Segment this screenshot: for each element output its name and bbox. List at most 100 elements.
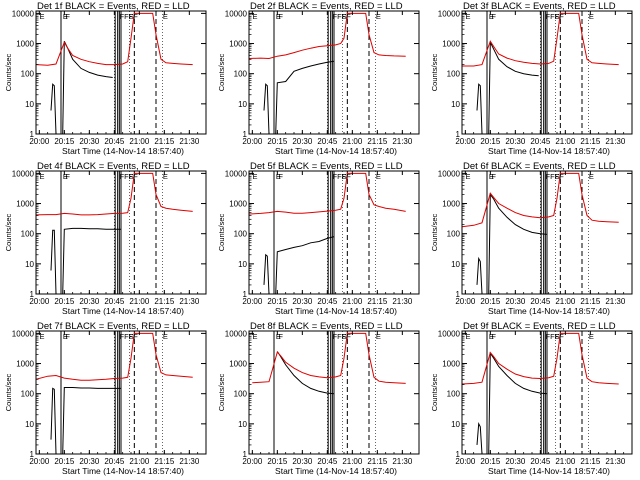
panel-title: Det 7f BLACK = Events, RED = LLD	[37, 321, 190, 332]
y-tick-label: 1000	[442, 200, 460, 209]
y-tick-label: 10000	[225, 169, 248, 178]
x-tick-label: 21:00	[342, 297, 363, 306]
flag-label: E	[376, 332, 381, 341]
x-tick-label: 20:45	[104, 457, 125, 466]
x-tick-label: 20:45	[104, 137, 125, 146]
axes-frame	[248, 170, 420, 295]
x-tick-label: 21:15	[154, 457, 175, 466]
flag-label: E	[466, 12, 471, 21]
y-tick-label: 1	[30, 290, 35, 299]
flag-label: E	[253, 332, 258, 341]
flag-label: E	[163, 172, 168, 181]
flag-label: E	[489, 12, 494, 21]
panel-title: Det 6f BLACK = Events, RED = LLD	[463, 161, 616, 172]
x-tick-label: 21:30	[392, 137, 413, 146]
x-tick-label: 21:30	[179, 137, 200, 146]
x-tick-label: 20:15	[267, 297, 288, 306]
x-tick-label: 21:00	[129, 457, 150, 466]
red-series-line	[249, 12, 406, 60]
red-series-line	[462, 12, 619, 67]
y-axis-label: Counts/sec	[430, 53, 439, 91]
flag-label: F	[491, 332, 496, 341]
y-tick-label: 100	[234, 390, 248, 399]
y-tick-label: 1000	[16, 200, 34, 209]
flag-label: S	[555, 172, 560, 181]
flag-label: FFFF	[120, 12, 139, 21]
y-tick-label: 10000	[438, 169, 461, 178]
flag-label: E	[376, 172, 381, 181]
y-tick-label: 1000	[16, 360, 34, 369]
x-tick-label: 21:00	[342, 137, 363, 146]
flag-label: E	[276, 332, 281, 341]
y-tick-label: 1000	[442, 40, 460, 49]
x-tick-label: 20:45	[104, 297, 125, 306]
y-tick-label: 10000	[12, 9, 35, 18]
flag-label: F	[491, 172, 496, 181]
flag-label: E	[466, 332, 471, 341]
flag-label: E	[466, 172, 471, 181]
flag-label: S	[129, 12, 134, 21]
x-tick-label: 20:00	[242, 457, 263, 466]
y-tick-label: 100	[447, 230, 461, 239]
x-tick-label: 20:30	[292, 137, 313, 146]
x-axis-label: Start Time (14-Nov-14 18:57:40)	[488, 466, 610, 476]
flag-label: F	[65, 172, 70, 181]
black-series-line	[276, 351, 335, 395]
y-tick-label: 1000	[229, 200, 247, 209]
x-tick-label: 21:15	[367, 137, 388, 146]
panel-title: Det 9f BLACK = Events, RED = LLD	[463, 321, 616, 332]
x-tick-label: 21:30	[179, 457, 200, 466]
x-tick-label: 20:45	[530, 137, 551, 146]
y-axis-label: Counts/sec	[4, 213, 13, 251]
y-tick-label: 10	[451, 260, 460, 269]
panel-title: Det 5f BLACK = Events, RED = LLD	[250, 161, 403, 172]
y-axis-label: Counts/sec	[217, 53, 226, 91]
panel-title: Det 3f BLACK = Events, RED = LLD	[463, 1, 616, 12]
x-tick-label: 20:00	[455, 137, 476, 146]
flag-label: FFFF	[546, 12, 565, 21]
x-tick-label: 21:00	[129, 137, 150, 146]
x-tick-label: 21:15	[367, 297, 388, 306]
flag-label: E	[163, 12, 168, 21]
y-tick-label: 100	[21, 70, 35, 79]
axes-frame	[35, 10, 207, 135]
flag-label: F	[278, 12, 283, 21]
x-tick-label: 21:00	[555, 137, 576, 146]
x-axis-label: Start Time (14-Nov-14 18:57:40)	[62, 146, 184, 156]
x-tick-label: 21:15	[154, 137, 175, 146]
y-tick-label: 1	[456, 130, 461, 139]
x-tick-label: 21:15	[154, 297, 175, 306]
x-axis-label: Start Time (14-Nov-14 18:57:40)	[488, 306, 610, 316]
axes-frame	[35, 330, 207, 455]
flag-label: FFFF	[546, 172, 565, 181]
flag-label: E	[589, 172, 594, 181]
y-axis-label: Counts/sec	[430, 373, 439, 411]
x-tick-label: 20:45	[317, 137, 338, 146]
red-series-line	[462, 172, 619, 228]
axes-frame	[248, 10, 420, 135]
x-tick-label: 21:00	[555, 457, 576, 466]
flag-label: FFFF	[333, 12, 352, 21]
x-tick-label: 20:30	[292, 457, 313, 466]
black-series-line	[50, 40, 113, 134]
black-series-line	[476, 42, 539, 134]
flag-label: S	[129, 172, 134, 181]
x-tick-label: 21:30	[392, 457, 413, 466]
y-tick-label: 100	[447, 70, 461, 79]
axes-frame	[248, 330, 420, 455]
y-tick-label: 100	[234, 70, 248, 79]
black-series-line	[263, 60, 335, 134]
panel-title: Det 4f BLACK = Events, RED = LLD	[37, 161, 190, 172]
black-series-line	[50, 387, 121, 454]
x-axis-label: Start Time (14-Nov-14 18:57:40)	[275, 306, 397, 316]
x-axis-label: Start Time (14-Nov-14 18:57:40)	[62, 306, 184, 316]
x-tick-label: 20:15	[54, 457, 75, 466]
flag-label: S	[342, 12, 347, 21]
x-tick-label: 21:15	[580, 457, 601, 466]
